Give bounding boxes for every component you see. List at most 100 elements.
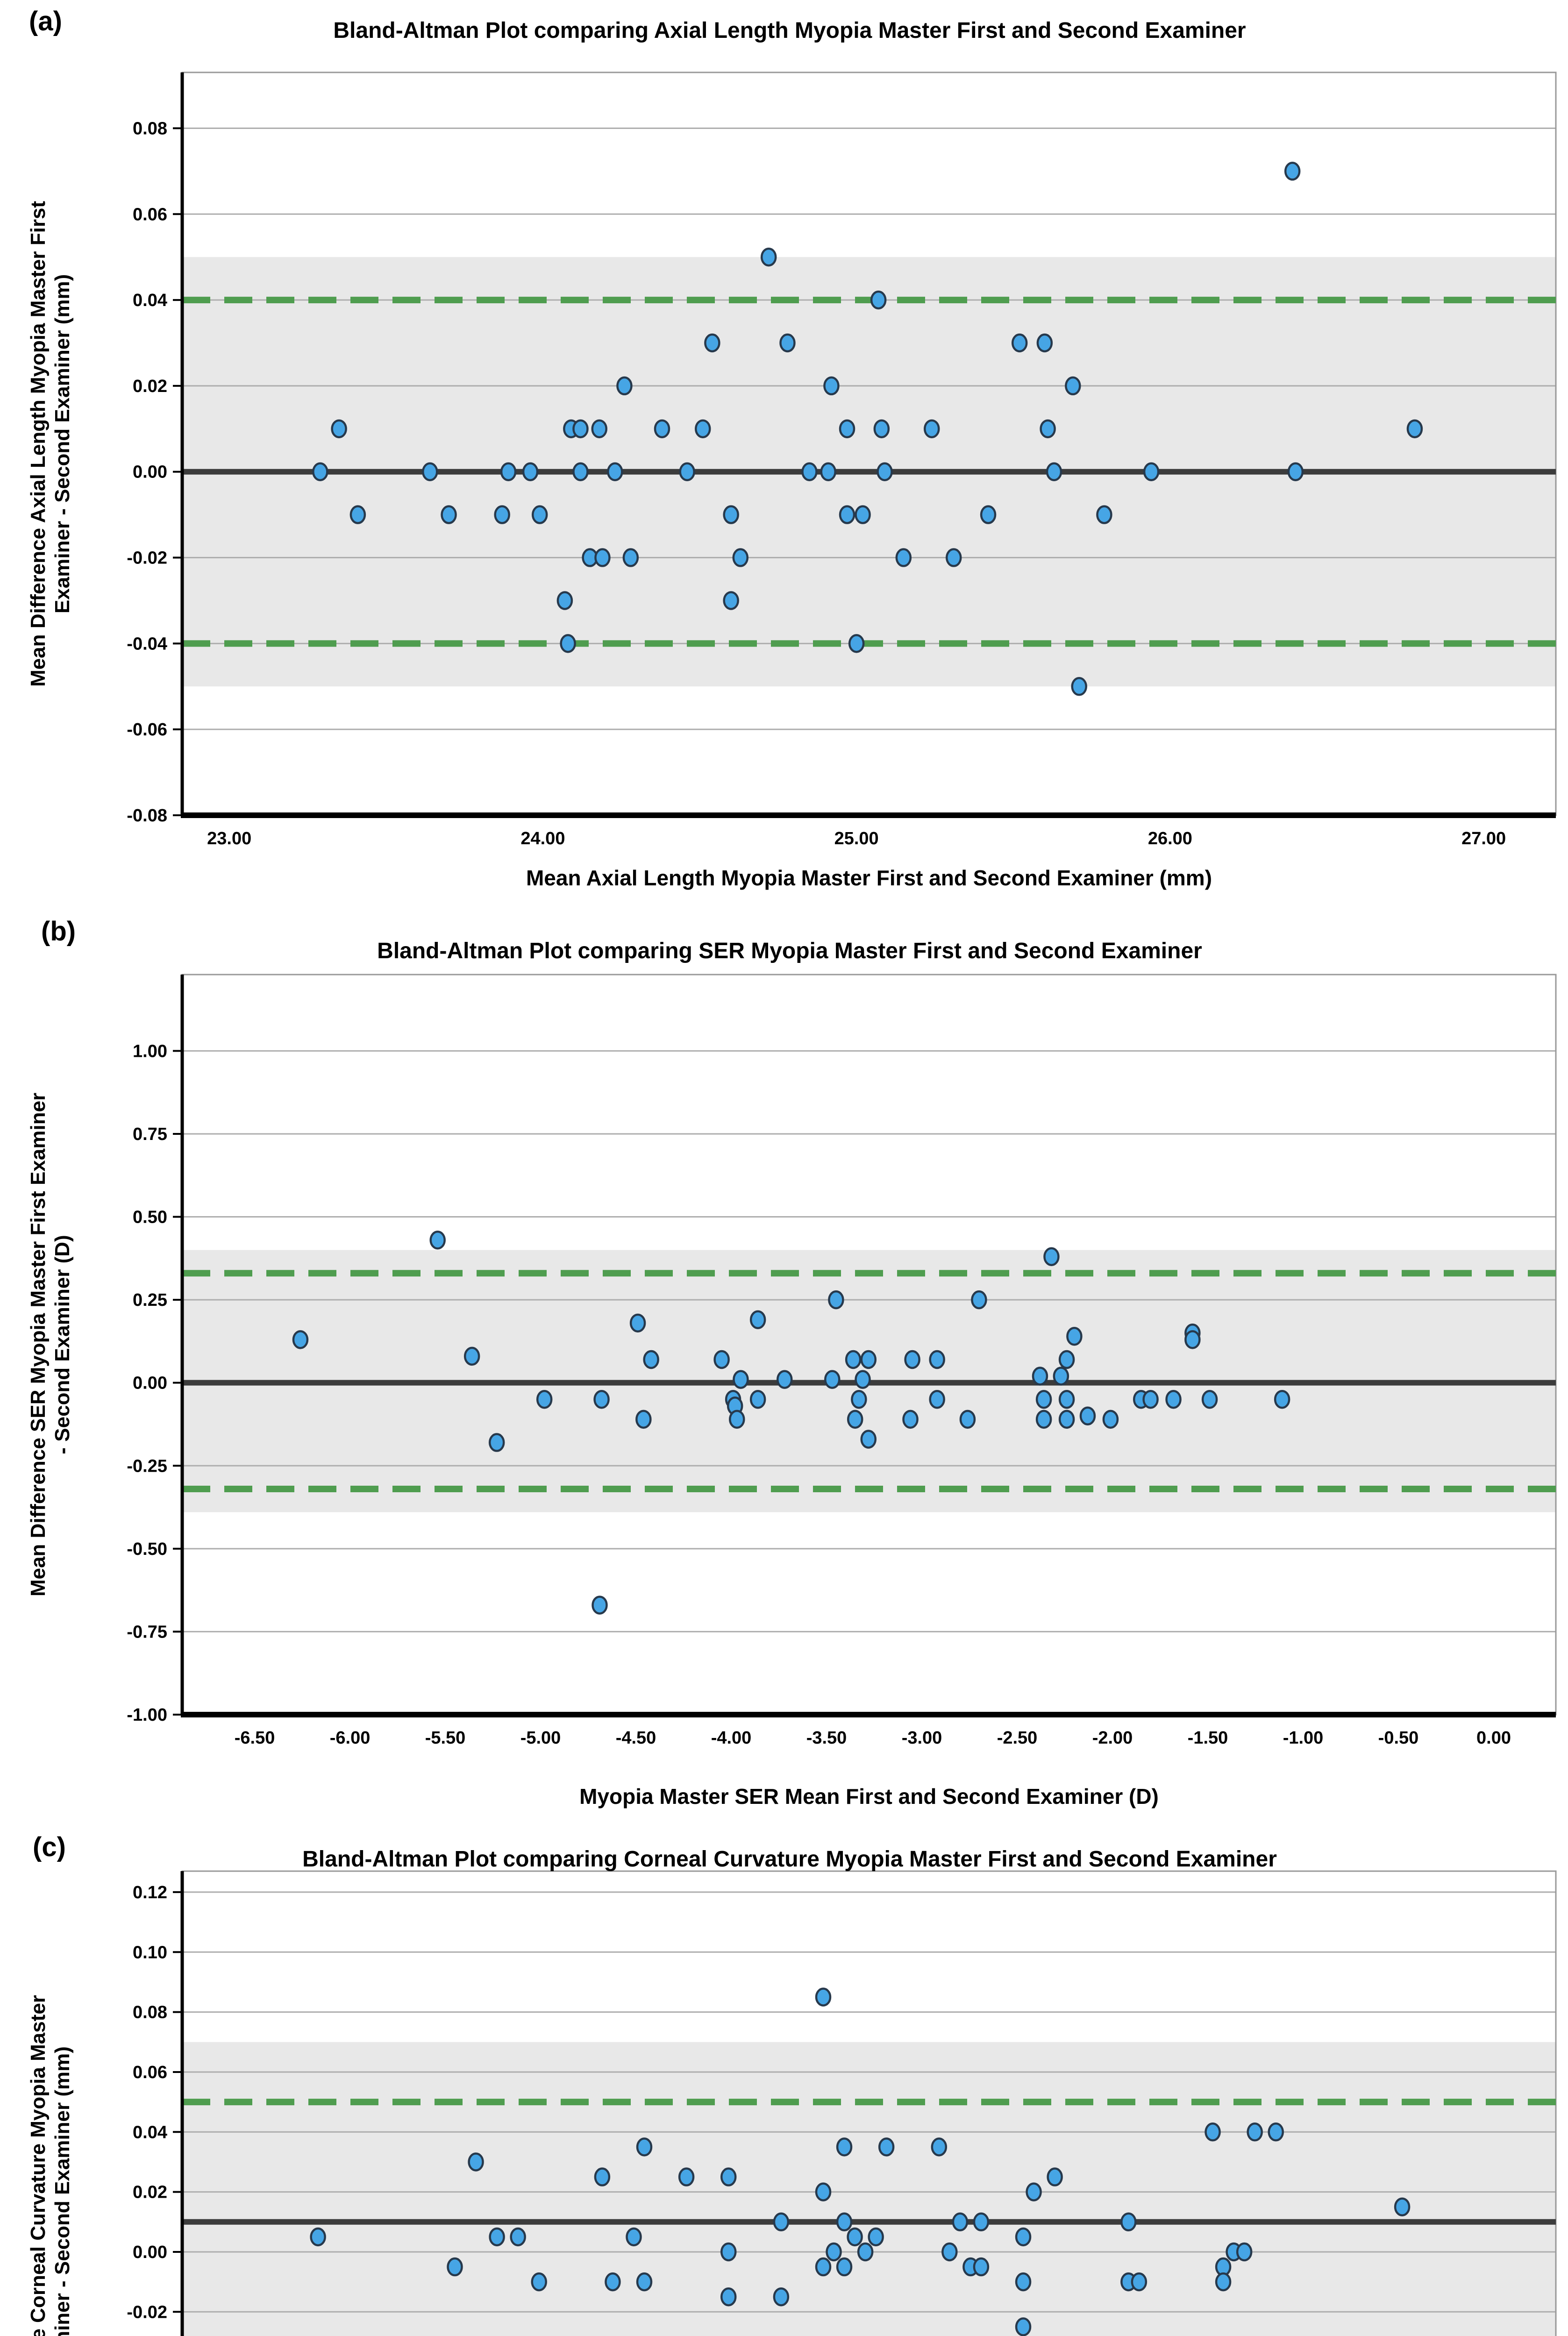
- x-axis-label-b: Myopia Master SER Mean First and Second …: [579, 1784, 1159, 1809]
- data-point: [732, 548, 749, 567]
- data-point: [826, 2242, 842, 2262]
- panel-a: 0.08 0.06 0.04 0.02 0.00 -0.02 -0.04 -0.06 -0.08…: [0, 0, 1568, 911]
- data-point: [749, 1310, 766, 1329]
- y-tick-label: 0.04: [133, 291, 167, 310]
- data-point: [616, 376, 633, 396]
- data-point: [1043, 1247, 1060, 1267]
- data-point: [310, 2227, 326, 2247]
- y-tick-label: 0.00: [133, 1374, 167, 1393]
- x-tick-label: -5.50: [425, 1728, 466, 1748]
- data-point: [1011, 333, 1028, 353]
- data-point: [694, 419, 711, 439]
- data-point: [878, 2137, 895, 2157]
- x-tick-label: -1.50: [1188, 1728, 1228, 1748]
- data-point: [760, 247, 777, 267]
- data-point: [773, 2212, 790, 2232]
- panel-b: 1.00 0.75 0.50 0.25 0.00 -0.25 -0.50 -0.75 -1.00…: [0, 911, 1568, 1822]
- x-tick-label: -2.00: [1092, 1728, 1133, 1748]
- data-point: [1058, 1389, 1075, 1409]
- data-point: [510, 2227, 526, 2247]
- data-point: [1066, 1326, 1083, 1346]
- data-point: [626, 2227, 642, 2247]
- data-point: [488, 1433, 505, 1452]
- data-point: [836, 2137, 853, 2157]
- data-point: [857, 2242, 874, 2262]
- data-point: [929, 1389, 945, 1409]
- data-point: [973, 2257, 990, 2277]
- x-axis-label-a: Mean Axial Length Myopia Master First an…: [526, 866, 1212, 890]
- x-tick-label: -3.50: [806, 1728, 847, 1748]
- data-point: [1035, 1389, 1052, 1409]
- data-point: [815, 2182, 832, 2201]
- data-point: [851, 1389, 867, 1409]
- data-point: [847, 1410, 863, 1429]
- data-point: [929, 1350, 945, 1369]
- data-point: [1026, 2182, 1042, 2201]
- y-tick-label: 0.06: [133, 205, 167, 224]
- data-point: [941, 2242, 958, 2262]
- y-tick-label: -0.02: [127, 548, 167, 568]
- data-point: [1015, 2317, 1032, 2336]
- data-point: [848, 634, 865, 653]
- data-point: [828, 1290, 844, 1310]
- data-point: [877, 462, 893, 481]
- data-point: [629, 1313, 646, 1333]
- data-point: [1058, 1410, 1075, 1429]
- data-point: [331, 419, 347, 439]
- y-axis-label-b-line2: - Second Examiner (D): [51, 1235, 74, 1454]
- data-point: [1079, 1406, 1096, 1425]
- data-point: [980, 505, 997, 524]
- data-point: [873, 419, 890, 439]
- data-point: [1284, 162, 1301, 181]
- data-point: [593, 1389, 610, 1409]
- data-point: [1287, 462, 1304, 481]
- data-point: [494, 505, 510, 524]
- x-tick-label: -3.00: [902, 1728, 942, 1748]
- data-point: [643, 1350, 659, 1369]
- y-tick-label: 0.00: [133, 463, 167, 482]
- data-point: [1274, 1389, 1290, 1409]
- y-tick-label: -0.50: [127, 1539, 167, 1559]
- data-point: [836, 2212, 853, 2232]
- data-point: [723, 505, 739, 524]
- chart-title-c: Bland-Altman Plot comparing Corneal Curv…: [302, 1847, 1277, 1872]
- data-point: [720, 2167, 737, 2186]
- data-point: [312, 462, 328, 481]
- y-tick-label: 0.04: [133, 2122, 167, 2142]
- data-point: [704, 333, 720, 353]
- data-point: [1015, 2227, 1032, 2247]
- panel-label-c: (c): [33, 1832, 66, 1862]
- data-point: [773, 2287, 790, 2307]
- data-point: [973, 2212, 990, 2232]
- x-tick-label: 0.00: [1476, 1728, 1511, 1748]
- data-point: [1102, 1410, 1119, 1429]
- data-point: [904, 1350, 920, 1369]
- x-tick-label: -2.50: [997, 1728, 1038, 1748]
- data-point: [463, 1346, 480, 1366]
- y-tick-label: -0.25: [127, 1456, 167, 1476]
- x-tick-label: 24.00: [520, 829, 565, 848]
- data-point: [959, 1410, 976, 1429]
- y-tick-label: 0.02: [133, 2183, 167, 2202]
- data-point: [815, 2257, 832, 2277]
- data-point: [1032, 1367, 1048, 1386]
- y-axis-label-a-line2: Examiner - Second Examiner (mm): [51, 274, 74, 614]
- panel-label-b: (b): [41, 916, 76, 947]
- data-point: [592, 1595, 608, 1615]
- data-point: [801, 462, 818, 481]
- data-point: [531, 505, 548, 524]
- data-point: [594, 2167, 611, 2186]
- data-point: [594, 548, 611, 567]
- data-point: [591, 419, 607, 439]
- data-point: [1015, 2272, 1032, 2292]
- x-tick-label: -1.00: [1283, 1728, 1324, 1748]
- x-tick-label: -4.00: [711, 1728, 752, 1748]
- data-point: [820, 462, 836, 481]
- x-tick-label: -5.00: [520, 1728, 561, 1748]
- y-tick-label: 0.00: [133, 2243, 167, 2262]
- y-tick-label: 1.00: [133, 1041, 167, 1061]
- data-point: [952, 2212, 969, 2232]
- data-point: [1047, 2167, 1063, 2186]
- data-point: [860, 1430, 877, 1449]
- data-point: [531, 2272, 547, 2292]
